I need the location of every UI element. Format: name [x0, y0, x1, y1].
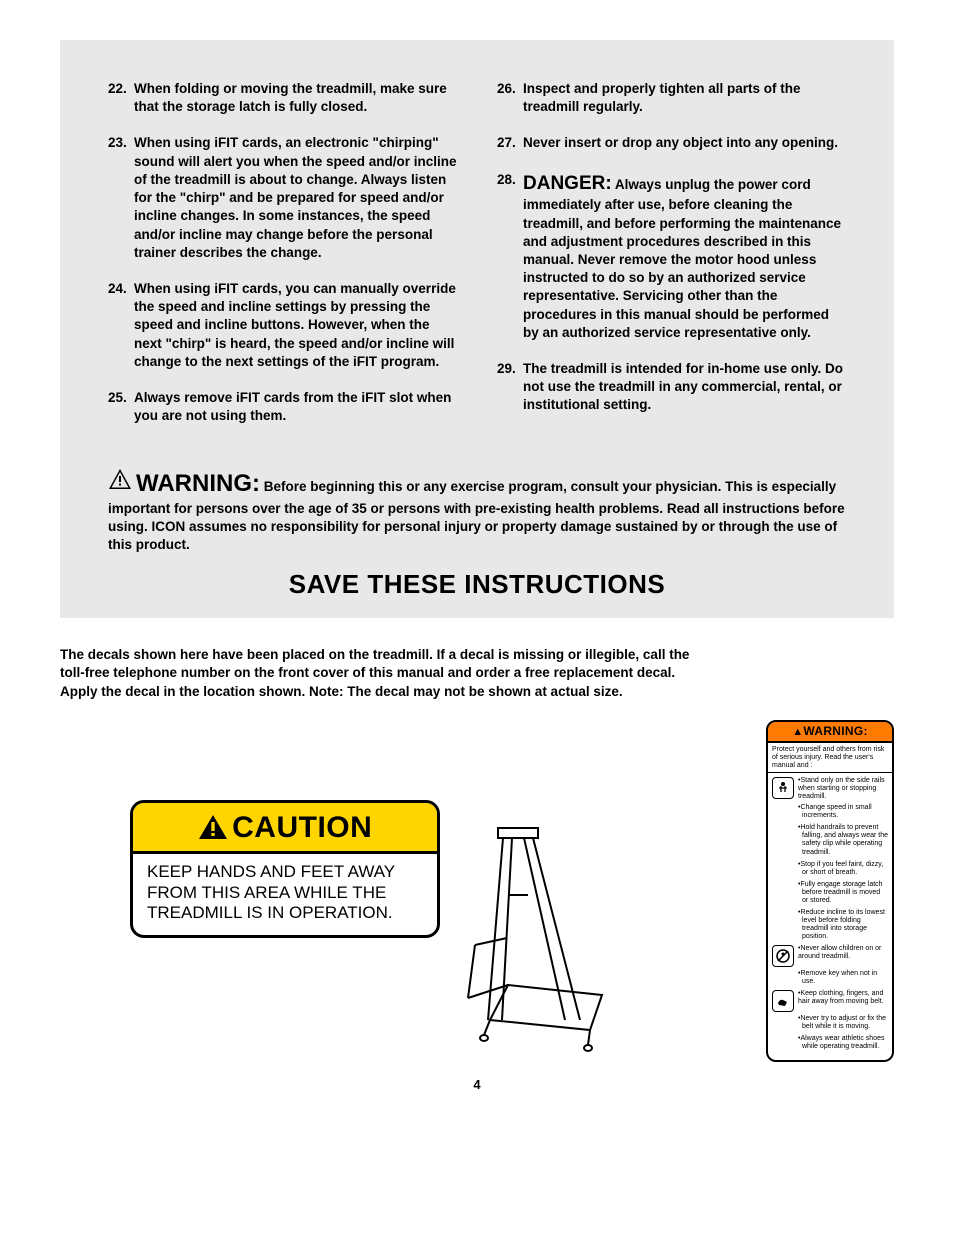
- caution-decal: CAUTION KEEP HANDS AND FEET AWAY FROM TH…: [130, 800, 440, 938]
- decal-bullet-list: •Remove key when not in use.: [772, 970, 888, 986]
- no-children-icon: [772, 945, 794, 967]
- instruction-item: 29. The treadmill is intended for in-hom…: [497, 360, 846, 415]
- item-number: 29.: [497, 360, 523, 415]
- decal-bullet: •Change speed in small increments.: [798, 804, 888, 820]
- item-number: 25.: [108, 389, 134, 425]
- decal-bullet: •Reduce incline to its lowest level befo…: [798, 909, 888, 941]
- warning-triangle-icon: [108, 468, 132, 495]
- warning-triangle-small-icon: ▲: [792, 726, 803, 738]
- caution-label: CAUTION: [232, 811, 372, 844]
- page-number: 4: [60, 1077, 894, 1092]
- decal-bullet: •Stop if you feel faint, dizzy, or short…: [798, 861, 888, 877]
- save-instructions-heading: SAVE THESE INSTRUCTIONS: [108, 569, 846, 600]
- decal-bullet: •Stand only on the side rails when start…: [798, 777, 888, 801]
- instruction-item: 24. When using iFIT cards, you can manua…: [108, 280, 457, 371]
- instruction-item: 23. When using iFIT cards, an electronic…: [108, 134, 457, 262]
- treadmill-diagram: [460, 820, 630, 1065]
- decal-group: •Never allow children on or around tread…: [772, 945, 888, 967]
- item-text: Always remove iFIT cards from the iFIT s…: [134, 389, 457, 425]
- decal-bullet: •Never try to adjust or fix the belt whi…: [798, 1015, 888, 1031]
- danger-text: Always unplug the power cord immediately…: [523, 177, 841, 340]
- decal-bullet-list: •Change speed in small increments. •Hold…: [772, 804, 888, 941]
- caution-body-text: KEEP HANDS AND FEET AWAY FROM THIS AREA …: [133, 854, 437, 935]
- warning-decal: ▲WARNING: Protect yourself and others fr…: [766, 720, 894, 1062]
- hand-belt-icon: [772, 990, 794, 1012]
- item-text: Never insert or drop any object into any…: [523, 134, 846, 152]
- warning-decal-label: WARNING:: [803, 724, 867, 738]
- left-column: 22. When folding or moving the treadmill…: [108, 80, 457, 444]
- decal-group: •Keep clothing, fingers, and hair away f…: [772, 990, 888, 1012]
- decal-bullet: •Fully engage storage latch before tread…: [798, 881, 888, 905]
- warning-decal-intro: Protect yourself and others from risk of…: [768, 743, 892, 773]
- item-text: Inspect and properly tighten all parts o…: [523, 80, 846, 116]
- decal-group: •Stand only on the side rails when start…: [772, 777, 888, 801]
- warning-paragraph: WARNING: Before beginning this or any ex…: [108, 468, 846, 555]
- item-number: 28.: [497, 171, 523, 342]
- decal-bullet: •Hold handrails to prevent falling, and …: [798, 824, 888, 856]
- instruction-item: 25. Always remove iFIT cards from the iF…: [108, 389, 457, 425]
- item-text: When using iFIT cards, you can manually …: [134, 280, 457, 371]
- manual-page: 22. When folding or moving the treadmill…: [0, 0, 954, 1122]
- item-number: 27.: [497, 134, 523, 152]
- decal-bullet-list: •Never try to adjust or fix the belt whi…: [772, 1015, 888, 1051]
- right-column: 26. Inspect and properly tighten all par…: [497, 80, 846, 444]
- danger-label: DANGER:: [523, 173, 612, 194]
- decal-bullet: •Keep clothing, fingers, and hair away f…: [798, 990, 888, 1012]
- item-number: 22.: [108, 80, 134, 116]
- instruction-item: 26. Inspect and properly tighten all par…: [497, 80, 846, 116]
- warning-label: WARNING:: [136, 470, 260, 497]
- item-text: DANGER: Always unplug the power cord imm…: [523, 171, 846, 342]
- item-number: 24.: [108, 280, 134, 371]
- instruction-item: 27. Never insert or drop any object into…: [497, 134, 846, 152]
- item-text: The treadmill is intended for in-home us…: [523, 360, 846, 415]
- person-rails-icon: [772, 777, 794, 799]
- instruction-item: 28. DANGER: Always unplug the power cord…: [497, 171, 846, 342]
- item-text: When folding or moving the treadmill, ma…: [134, 80, 457, 116]
- item-number: 23.: [108, 134, 134, 262]
- decal-bullet: •Always wear athletic shoes while operat…: [798, 1035, 888, 1051]
- item-number: 26.: [497, 80, 523, 116]
- warning-decal-header: ▲WARNING:: [768, 722, 892, 743]
- warning-decal-body: •Stand only on the side rails when start…: [768, 773, 892, 1060]
- decal-bullet: •Remove key when not in use.: [798, 970, 888, 986]
- instruction-item: 22. When folding or moving the treadmill…: [108, 80, 457, 116]
- decal-intro-text: The decals shown here have been placed o…: [60, 646, 700, 703]
- decal-bullet: •Never allow children on or around tread…: [798, 945, 888, 967]
- instructions-panel: 22. When folding or moving the treadmill…: [60, 40, 894, 618]
- item-text: When using iFIT cards, an electronic "ch…: [134, 134, 457, 262]
- two-column-list: 22. When folding or moving the treadmill…: [108, 80, 846, 444]
- decal-figures-row: CAUTION KEEP HANDS AND FEET AWAY FROM TH…: [60, 720, 894, 1065]
- caution-decal-header: CAUTION: [133, 803, 437, 854]
- caution-triangle-icon: [198, 824, 232, 841]
